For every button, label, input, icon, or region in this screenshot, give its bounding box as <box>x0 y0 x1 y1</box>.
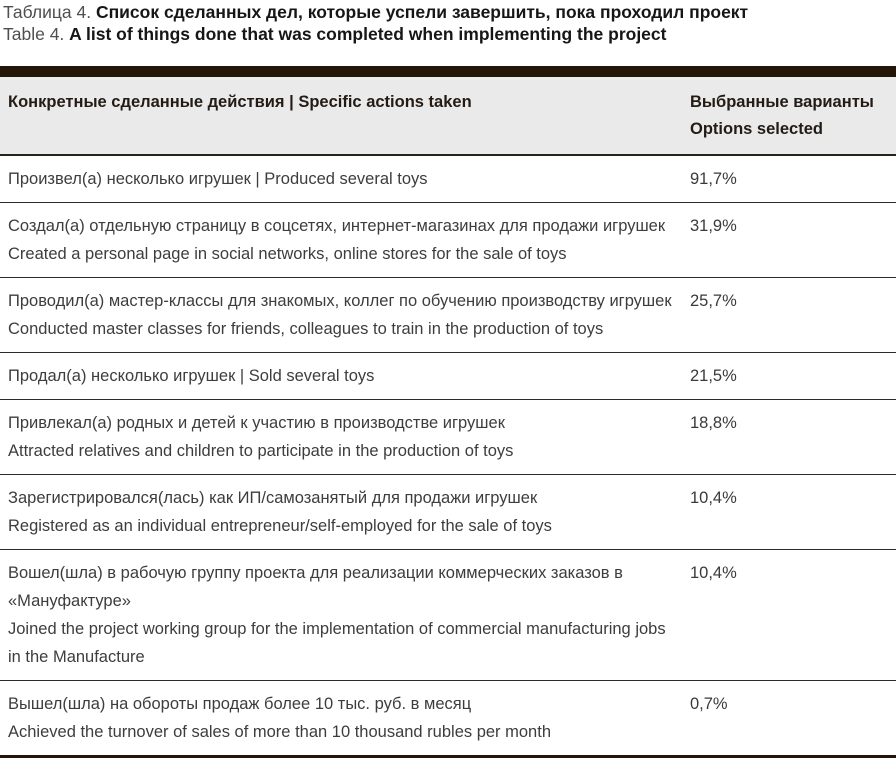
action-cell: Продал(а) несколько игрушек | Sold sever… <box>0 352 688 400</box>
action-cell: Привлекал(а) родных и детей к участию в … <box>0 399 688 475</box>
caption-title-en: A list of things done that was completed… <box>69 24 667 44</box>
action-text-ru: Зарегистрировался(лась) как ИП/самозанят… <box>8 489 538 507</box>
action-text-en: Joined the project working group for the… <box>8 620 666 666</box>
action-text-ru: Привлекал(а) родных и детей к участию в … <box>8 414 505 432</box>
data-table-wrapper: Конкретные сделанные действия | Specific… <box>0 66 896 758</box>
table-body: Произвел(а) несколько игрушек | Produced… <box>0 155 896 755</box>
table-row: Зарегистрировался(лась) как ИП/самозанят… <box>0 474 896 550</box>
action-cell: Вошел(шла) в рабочую группу проекта для … <box>0 549 688 681</box>
action-text-en: Registered as an individual entrepreneur… <box>8 517 552 535</box>
header-options-ru: Выбранные варианты <box>690 93 874 111</box>
table-row: Продал(а) несколько игрушек | Sold sever… <box>0 352 896 400</box>
percentage-cell: 31,9% <box>688 202 896 278</box>
table-row: Привлекал(а) родных и детей к участию в … <box>0 399 896 475</box>
header-cell-options: Выбранные варианты Options selected <box>688 77 896 156</box>
action-text-ru: Проводил(а) мастер-классы для знакомых, … <box>8 292 672 310</box>
header-options-en: Options selected <box>690 120 823 138</box>
table-row: Создал(а) отдельную страницу в соцсетях,… <box>0 202 896 278</box>
action-text-ru: Вошел(шла) в рабочую группу проекта для … <box>8 564 623 610</box>
table-row: Проводил(а) мастер-классы для знакомых, … <box>0 277 896 353</box>
caption-line-russian: Таблица 4. Список сделанных дел, которые… <box>3 1 892 23</box>
action-cell: Произвел(а) несколько игрушек | Produced… <box>0 155 688 203</box>
action-cell: Зарегистрировался(лась) как ИП/самозанят… <box>0 474 688 550</box>
action-text-en: Achieved the turnover of sales of more t… <box>8 723 551 741</box>
action-text-ru: Продал(а) несколько игрушек | Sold sever… <box>8 367 375 385</box>
action-text-en: Attracted relatives and children to part… <box>8 442 514 460</box>
header-cell-actions: Конкретные сделанные действия | Specific… <box>0 77 688 156</box>
caption-line-english: Table 4. A list of things done that was … <box>3 23 892 45</box>
table-row: Вышел(шла) на обороты продаж более 10 ты… <box>0 681 896 756</box>
action-cell: Вышел(шла) на обороты продаж более 10 ты… <box>0 681 688 756</box>
table-row: Вошел(шла) в рабочую группу проекта для … <box>0 549 896 681</box>
header-row: Конкретные сделанные действия | Specific… <box>0 77 896 156</box>
caption-number-en: Table 4. <box>3 24 70 44</box>
percentage-cell: 10,4% <box>688 549 896 681</box>
action-cell: Проводил(а) мастер-классы для знакомых, … <box>0 277 688 353</box>
action-text-ru: Создал(а) отдельную страницу в соцсетях,… <box>8 217 666 235</box>
action-text-en: Created a personal page in social networ… <box>8 245 567 263</box>
action-text-en: Conducted master classes for friends, co… <box>8 320 604 338</box>
percentage-cell: 91,7% <box>688 155 896 203</box>
table-header: Конкретные сделанные действия | Specific… <box>0 77 896 156</box>
caption-title-ru: Список сделанных дел, которые успели зав… <box>95 2 749 22</box>
percentage-cell: 0,7% <box>690 695 728 713</box>
percentage-cell: 21,5% <box>688 352 896 400</box>
action-text-ru: Вышел(шла) на обороты продаж более 10 ты… <box>8 695 472 713</box>
table-caption: Таблица 4. Список сделанных дел, которые… <box>0 0 896 45</box>
percentage-cell: 10,4% <box>688 474 896 550</box>
data-table: Конкретные сделанные действия | Specific… <box>0 77 896 755</box>
percentage-cell: 25,7% <box>688 277 896 353</box>
action-cell: Создал(а) отдельную страницу в соцсетях,… <box>0 202 688 278</box>
action-text-ru: Произвел(а) несколько игрушек | Produced… <box>8 170 428 188</box>
caption-number-ru: Таблица 4. <box>3 2 96 22</box>
percentage-cell: 18,8% <box>688 399 896 475</box>
table-row: Произвел(а) несколько игрушек | Produced… <box>0 155 896 203</box>
